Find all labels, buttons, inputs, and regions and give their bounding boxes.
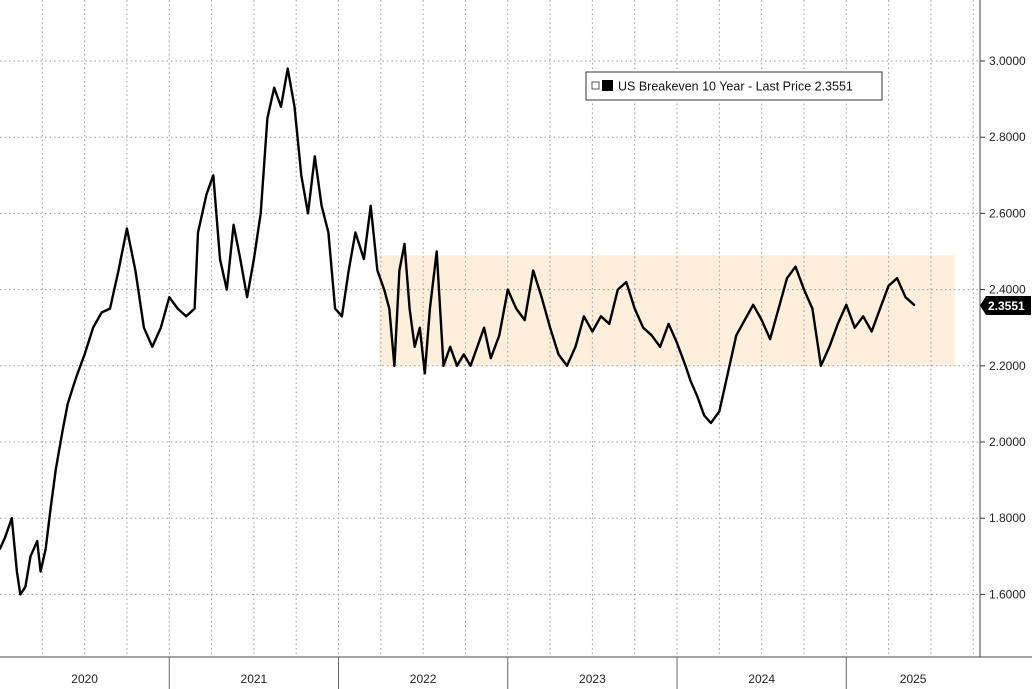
grid-layer [0, 0, 980, 657]
series-layer [0, 67, 916, 596]
x-tick-label: 2020 [71, 672, 98, 686]
legend-label: US Breakeven 10 Year - Last Price 2.3551 [618, 80, 853, 94]
x-tick-label: 2025 [900, 672, 927, 686]
y-tick-label: 1.8000 [989, 511, 1026, 525]
highlight-band [379, 255, 955, 366]
legend-checkbox-icon [591, 81, 600, 90]
y-tick-label: 2.2000 [989, 359, 1026, 373]
legend-box [585, 71, 883, 101]
y-tick-label: 2.0000 [989, 435, 1026, 449]
last-price-label: 2.3551 [988, 299, 1025, 313]
legend: US Breakeven 10 Year - Last Price 2.3551 [585, 71, 883, 101]
series-line [0, 67, 916, 596]
x-tick-label: 2022 [410, 672, 437, 686]
highlight-band-layer [379, 255, 955, 366]
last-price-tag: 2.3551 [980, 296, 1031, 315]
y-tick-label: 2.8000 [989, 130, 1026, 144]
y-tick-label: 1.6000 [989, 587, 1026, 601]
x-tick-label: 2024 [748, 672, 775, 686]
y-tick-label: 3.0000 [989, 54, 1026, 68]
legend-swatch [602, 80, 613, 91]
x-tick-label: 2021 [241, 672, 268, 686]
y-tick-label: 2.4000 [989, 283, 1026, 297]
y-tick-label: 2.6000 [989, 206, 1026, 220]
last-price-marker [980, 296, 1031, 315]
x-tick-label: 2023 [579, 672, 606, 686]
